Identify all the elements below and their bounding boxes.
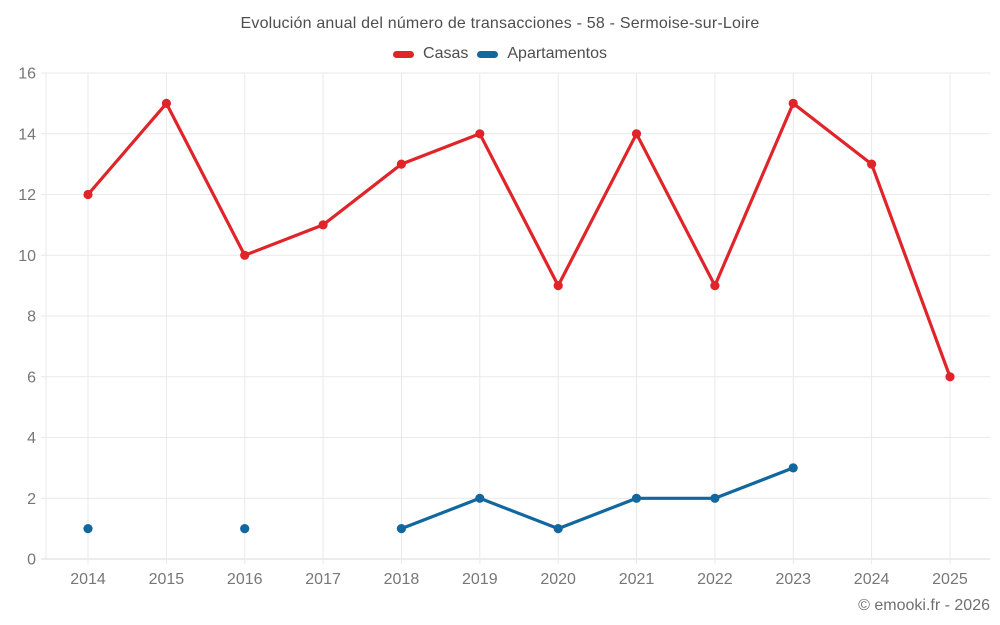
data-point-casas-2022[interactable] [710, 281, 720, 291]
data-point-casas-2016[interactable] [240, 250, 250, 260]
data-point-casas-2014[interactable] [83, 189, 93, 200]
x-tick-label: 2019 [462, 571, 498, 588]
data-point-apartamentos-2023[interactable] [788, 463, 798, 473]
data-point-casas-2024[interactable] [867, 159, 877, 169]
x-tick-label: 2014 [70, 571, 106, 588]
x-tick-label: 2015 [149, 571, 185, 588]
y-tick-label: 6 [27, 369, 36, 386]
x-tick-label: 2025 [932, 571, 968, 588]
chart-title: Evolución anual del número de transaccio… [240, 15, 760, 32]
data-point-apartamentos-2019[interactable] [475, 493, 485, 503]
chart-legend: Casas Apartamentos [0, 45, 1000, 63]
x-tick-label: 2018 [384, 571, 420, 588]
legend-label-apartamentos: Apartamentos [507, 45, 607, 62]
data-point-casas-2023[interactable] [788, 98, 798, 108]
data-point-casas-2018[interactable] [396, 159, 406, 169]
y-tick-label: 8 [27, 309, 36, 326]
x-tick-label: 2024 [854, 571, 890, 588]
data-point-casas-2025[interactable] [945, 372, 955, 382]
x-tick-label: 2023 [775, 571, 811, 588]
data-point-apartamentos-2018[interactable] [396, 524, 406, 534]
data-point-apartamentos-2022[interactable] [710, 493, 720, 503]
legend-swatch-casas [393, 50, 415, 58]
legend-swatch-apartamentos [477, 50, 499, 58]
data-point-casas-2015[interactable] [161, 98, 171, 108]
data-point-casas-2017[interactable] [318, 220, 328, 230]
x-tick-label: 2021 [619, 571, 655, 588]
x-tick-label: 2022 [697, 571, 733, 588]
data-point-apartamentos-2014[interactable] [83, 524, 93, 534]
data-point-casas-2020[interactable] [553, 281, 563, 291]
data-point-apartamentos-2016[interactable] [240, 524, 250, 534]
legend-label-casas: Casas [423, 45, 469, 62]
y-tick-label: 12 [18, 187, 36, 204]
data-point-casas-2019[interactable] [475, 129, 485, 139]
legend-item-apartamentos[interactable]: Apartamentos [477, 45, 607, 63]
x-tick-label: 2016 [227, 571, 263, 588]
data-point-apartamentos-2020[interactable] [553, 524, 563, 534]
y-tick-label: 2 [27, 491, 36, 508]
y-tick-label: 0 [27, 552, 36, 569]
series-line-casas [86, 101, 952, 379]
y-tick-label: 16 [18, 66, 36, 83]
x-tick-label: 2020 [540, 571, 576, 588]
attribution: © emooki.fr - 2026 [858, 597, 990, 614]
legend-item-casas[interactable]: Casas [393, 45, 468, 63]
x-tick-label: 2017 [305, 571, 341, 588]
series-line-apartamentos [399, 466, 795, 531]
y-tick-label: 4 [27, 430, 36, 447]
y-tick-label: 10 [18, 248, 36, 265]
y-tick-label: 14 [18, 126, 36, 143]
data-point-casas-2021[interactable] [631, 129, 642, 139]
data-point-apartamentos-2021[interactable] [631, 493, 642, 503]
